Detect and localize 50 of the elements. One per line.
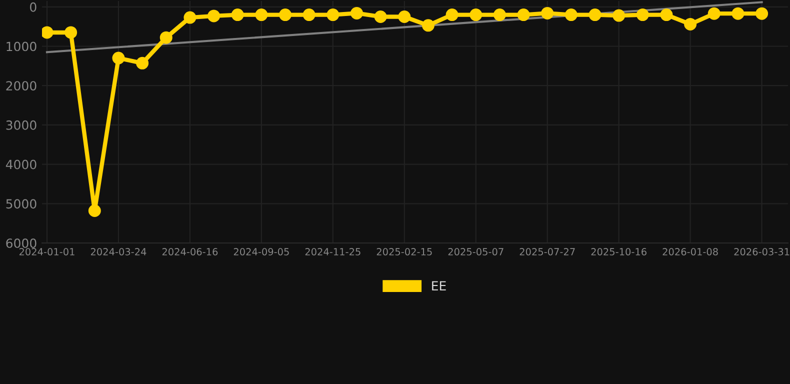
point xyxy=(636,8,649,22)
x-tick-label: 2025-02-15 xyxy=(376,248,432,256)
point xyxy=(208,10,220,22)
point xyxy=(732,7,744,20)
point xyxy=(493,8,506,22)
point xyxy=(64,26,78,39)
point xyxy=(184,11,196,24)
point xyxy=(374,10,387,23)
point xyxy=(612,9,626,22)
point xyxy=(350,6,363,20)
point xyxy=(398,10,411,23)
point xyxy=(588,8,602,22)
x-tick-label: 2024-11-25 xyxy=(305,248,360,256)
y-tick-label: 3000 xyxy=(6,120,36,130)
x-tick-label: 2026-03-31 xyxy=(734,248,790,256)
y-tick-label: 0 xyxy=(30,2,36,12)
y-tick-label: 5000 xyxy=(6,199,36,209)
point xyxy=(708,7,720,20)
point xyxy=(302,8,316,22)
x-tick-label: 2024-06-16 xyxy=(162,248,218,256)
point xyxy=(112,52,125,64)
x-tick-label: 2025-07-27 xyxy=(520,248,575,256)
x-tick-label: 2026-01-08 xyxy=(662,248,718,256)
point xyxy=(541,6,554,20)
y-tick-label: 6000 xyxy=(6,238,36,248)
point xyxy=(422,19,434,32)
point xyxy=(88,204,101,217)
legend-label: EE xyxy=(432,281,446,290)
x-tick-label: 2025-10-16 xyxy=(591,248,646,256)
x-tick-label: 2024-01-01 xyxy=(19,248,74,256)
point xyxy=(446,8,458,22)
x-tick-label: 2024-09-05 xyxy=(234,248,289,256)
point xyxy=(470,8,482,22)
point xyxy=(517,8,530,22)
y-tick-label: 2000 xyxy=(6,81,36,91)
point xyxy=(255,8,268,22)
point xyxy=(160,31,172,44)
point xyxy=(326,8,340,22)
point xyxy=(231,8,244,22)
point xyxy=(42,26,54,39)
x-tick-label: 2024-03-24 xyxy=(90,248,146,256)
y-tick-label: 4000 xyxy=(6,160,36,170)
point xyxy=(564,8,578,22)
point xyxy=(756,7,768,20)
point xyxy=(684,18,697,30)
point xyxy=(660,8,673,22)
y-tick-label: 1000 xyxy=(6,42,36,52)
point xyxy=(279,8,292,22)
x-tick-label: 2025-05-07 xyxy=(448,248,504,256)
point xyxy=(136,56,149,70)
